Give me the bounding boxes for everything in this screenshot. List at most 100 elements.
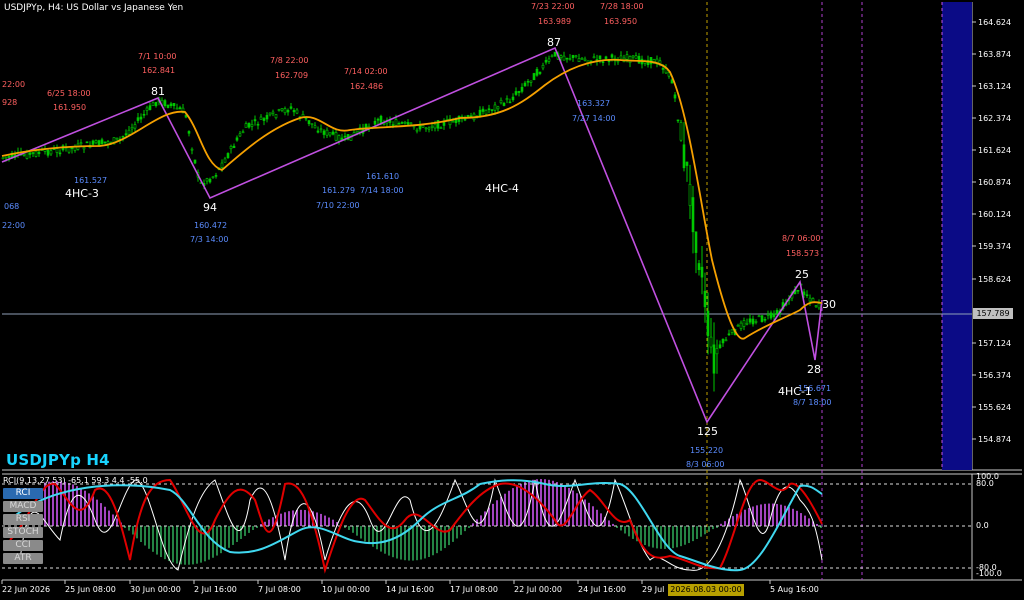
candle-body bbox=[286, 109, 290, 113]
rci-histogram-bar bbox=[456, 526, 458, 539]
rci-histogram-bar bbox=[204, 526, 206, 562]
candle-body bbox=[292, 110, 296, 113]
rci-histogram-bar bbox=[128, 526, 130, 531]
rci-histogram-bar bbox=[64, 482, 66, 526]
candle-body bbox=[121, 135, 125, 138]
rci-histogram-bar bbox=[604, 516, 606, 526]
candle-body bbox=[331, 131, 335, 135]
candle-body bbox=[193, 159, 197, 164]
rci-histogram-bar bbox=[712, 526, 714, 530]
rci-histogram-bar bbox=[152, 526, 154, 552]
candle-body bbox=[484, 109, 488, 115]
rci-histogram-bar bbox=[332, 519, 334, 526]
candle-body bbox=[190, 148, 194, 151]
candle-body bbox=[307, 120, 311, 125]
candle-body bbox=[373, 120, 377, 125]
price-axis: 164.624 163.874 163.124 162.374 161.624 160.8… bbox=[972, 18, 1011, 444]
candle-body bbox=[751, 318, 755, 325]
pivot-count: 125 bbox=[697, 425, 718, 438]
price-tick-label: 156.374 bbox=[978, 371, 1011, 380]
time-tick-label: 5 Aug 16:00 bbox=[770, 585, 819, 594]
atr-button[interactable]: ATR bbox=[3, 553, 43, 564]
candle-body bbox=[697, 263, 701, 271]
candle-body bbox=[772, 313, 776, 318]
pivot-price: 160.472 bbox=[194, 221, 227, 230]
candle-body bbox=[766, 314, 770, 316]
candle-body bbox=[754, 321, 758, 323]
candle-body bbox=[247, 122, 251, 128]
rci-histogram-bar bbox=[680, 526, 682, 547]
pivot-price: 156.671 bbox=[798, 384, 831, 393]
candle-body bbox=[562, 55, 566, 61]
rci-histogram-bar bbox=[208, 526, 210, 560]
rsi-button[interactable]: RSI bbox=[3, 514, 43, 525]
rci-histogram-bar bbox=[468, 526, 470, 528]
candle-body bbox=[610, 54, 614, 58]
rci-histogram-bar bbox=[544, 479, 546, 526]
candle-body bbox=[694, 231, 698, 253]
candle-body bbox=[739, 322, 743, 329]
swing-price: 068 bbox=[4, 202, 19, 211]
rci-histogram-bar bbox=[296, 509, 298, 526]
candle-body bbox=[322, 130, 326, 135]
rci-level-label: 100.0 bbox=[976, 472, 999, 481]
price-tick-label: 162.374 bbox=[978, 114, 1011, 123]
candle-body bbox=[277, 109, 281, 111]
candle-body bbox=[775, 310, 779, 314]
rci-histogram-bar bbox=[692, 526, 694, 542]
candle-body bbox=[337, 135, 341, 142]
time-axis: 22 Jun 2026 25 Jun 08:00 30 Jun 00:00 2 Jul… bbox=[1, 580, 819, 594]
rci-histogram-bar bbox=[516, 485, 518, 526]
candle-body bbox=[571, 55, 575, 59]
candle-body bbox=[394, 119, 398, 126]
rci-histogram-bar bbox=[248, 526, 250, 533]
wave-label: 4HC-1 bbox=[778, 385, 812, 398]
candle-body bbox=[469, 115, 473, 118]
rci-histogram-bar bbox=[364, 526, 366, 542]
rci-level-labels: 100.080.0 0.0 -80.0-100.0 bbox=[976, 472, 1002, 578]
candle-body bbox=[496, 106, 500, 110]
macd-button[interactable]: MACD bbox=[3, 501, 43, 512]
rci-histogram-bar bbox=[168, 526, 170, 562]
time-tick-label: 7 Jul 08:00 bbox=[258, 585, 301, 594]
rci-histogram-bar bbox=[720, 523, 722, 526]
rci-histogram-bar bbox=[812, 521, 814, 526]
rci-histogram-bar bbox=[148, 526, 150, 549]
rci-histogram-bar bbox=[444, 526, 446, 549]
rci-histogram-bar bbox=[592, 506, 594, 526]
rci-histogram-bar bbox=[192, 526, 194, 565]
time-tick-label: 24 Jul 16:00 bbox=[578, 585, 626, 594]
candle-body bbox=[316, 130, 320, 133]
rci-histogram-bar bbox=[560, 483, 562, 526]
rci-histogram-bar bbox=[500, 496, 502, 526]
candle-body bbox=[430, 125, 434, 128]
candle-body bbox=[226, 153, 230, 159]
swing-labels: 22:00 928 6/25 18:00 161.950 7/8 22:00 1… bbox=[2, 2, 644, 230]
candle-body bbox=[58, 152, 62, 155]
rci-button[interactable]: RCI bbox=[3, 488, 43, 499]
pivot-time: 7/1 10:00 bbox=[138, 52, 176, 61]
candle-body bbox=[580, 57, 584, 60]
candle-body bbox=[115, 137, 119, 140]
candle-body bbox=[79, 142, 83, 145]
pivot-time: 7/23 22:00 bbox=[531, 2, 575, 11]
candle-body bbox=[73, 146, 77, 151]
rci-red-line bbox=[9, 478, 823, 574]
stoch-button[interactable]: STOCH bbox=[3, 527, 43, 538]
candle-body bbox=[106, 141, 110, 145]
rci-histogram-bar bbox=[684, 526, 686, 545]
rci-histogram-bar bbox=[792, 508, 794, 526]
rci-histogram-bar bbox=[136, 526, 138, 539]
candle-body bbox=[550, 55, 554, 58]
rci-histogram-bar bbox=[288, 511, 290, 526]
cci-button[interactable]: CCI bbox=[3, 540, 43, 551]
candle-body bbox=[814, 305, 818, 307]
rci-histogram-bar bbox=[620, 526, 622, 531]
rci-histogram-bar bbox=[688, 526, 690, 544]
rci-histogram-bar bbox=[504, 493, 506, 526]
rci-histogram-bar bbox=[140, 526, 142, 543]
candle-body bbox=[808, 297, 812, 302]
candle-body bbox=[133, 124, 137, 129]
candle-body bbox=[382, 123, 386, 125]
